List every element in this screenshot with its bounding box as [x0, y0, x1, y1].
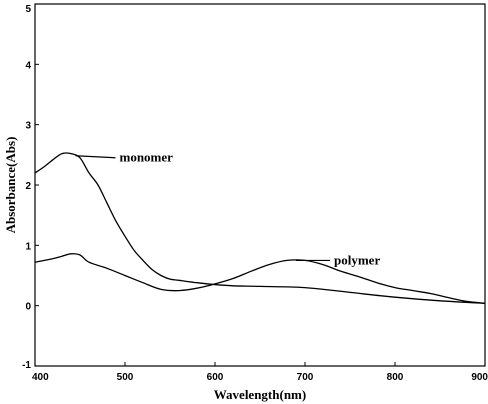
x-tick-label: 700 [297, 372, 314, 383]
series-lines [34, 152, 486, 304]
x-tick-label: 400 [32, 372, 49, 383]
y-tick-label: 0 [25, 302, 31, 313]
x-tick-label: 500 [117, 372, 134, 383]
y-tick-label: 3 [25, 121, 31, 132]
axis-ticks: 400 500 600 700 800 900 -1 0 1 2 3 4 5 [22, 3, 488, 383]
plot-frame [34, 3, 486, 367]
y-axis-title: Absorbance(Abs) [3, 137, 18, 234]
x-tick-label: 800 [387, 372, 404, 383]
polymer-label: polymer [334, 252, 380, 267]
y-tick-label: 2 [25, 181, 31, 192]
x-tick-label: 900 [471, 372, 488, 383]
x-axis-title: Wavelength(nm) [214, 387, 306, 402]
x-tick-label: 600 [207, 372, 224, 383]
y-tick-label: -1 [22, 360, 31, 371]
y-tick-label: 5 [25, 4, 31, 15]
series-polymer-line [34, 253, 486, 304]
y-tick-label: 4 [25, 60, 31, 71]
monomer-leader-line [75, 155, 116, 159]
series-monomer-line [34, 152, 486, 304]
monomer-label: monomer [120, 150, 174, 165]
y-tick-label: 1 [25, 241, 31, 252]
annotations: monomer polymer [75, 150, 380, 267]
